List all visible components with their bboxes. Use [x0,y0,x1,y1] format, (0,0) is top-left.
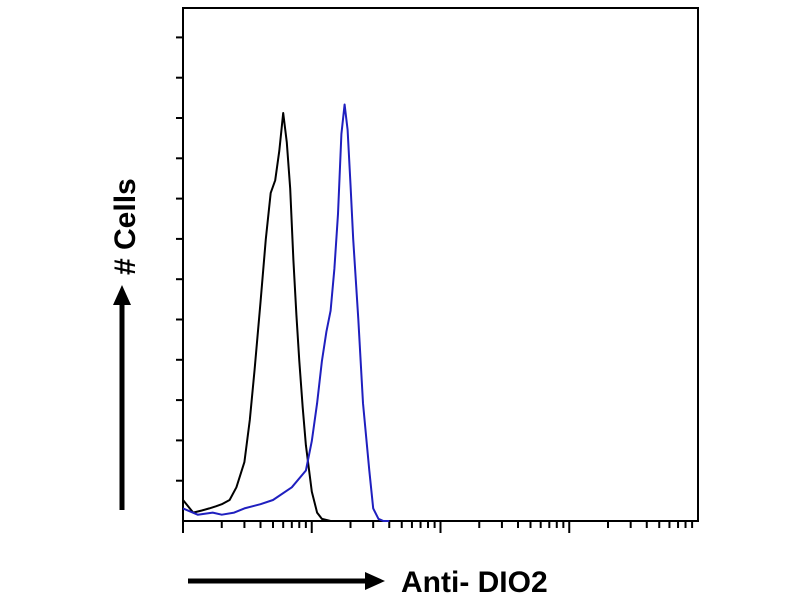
y-axis-label: # Cells [109,178,142,275]
x-axis-arrow [188,572,385,590]
plot-frame [182,7,699,522]
y-axis-ticks [176,36,183,482]
series-layer [182,103,390,522]
x-axis-ticks [182,521,694,533]
series-line-2 [182,103,390,522]
y-axis-arrow [113,285,131,510]
series-line-1 [182,112,351,522]
x-axis-label: Anti- DIO2 [401,566,548,599]
